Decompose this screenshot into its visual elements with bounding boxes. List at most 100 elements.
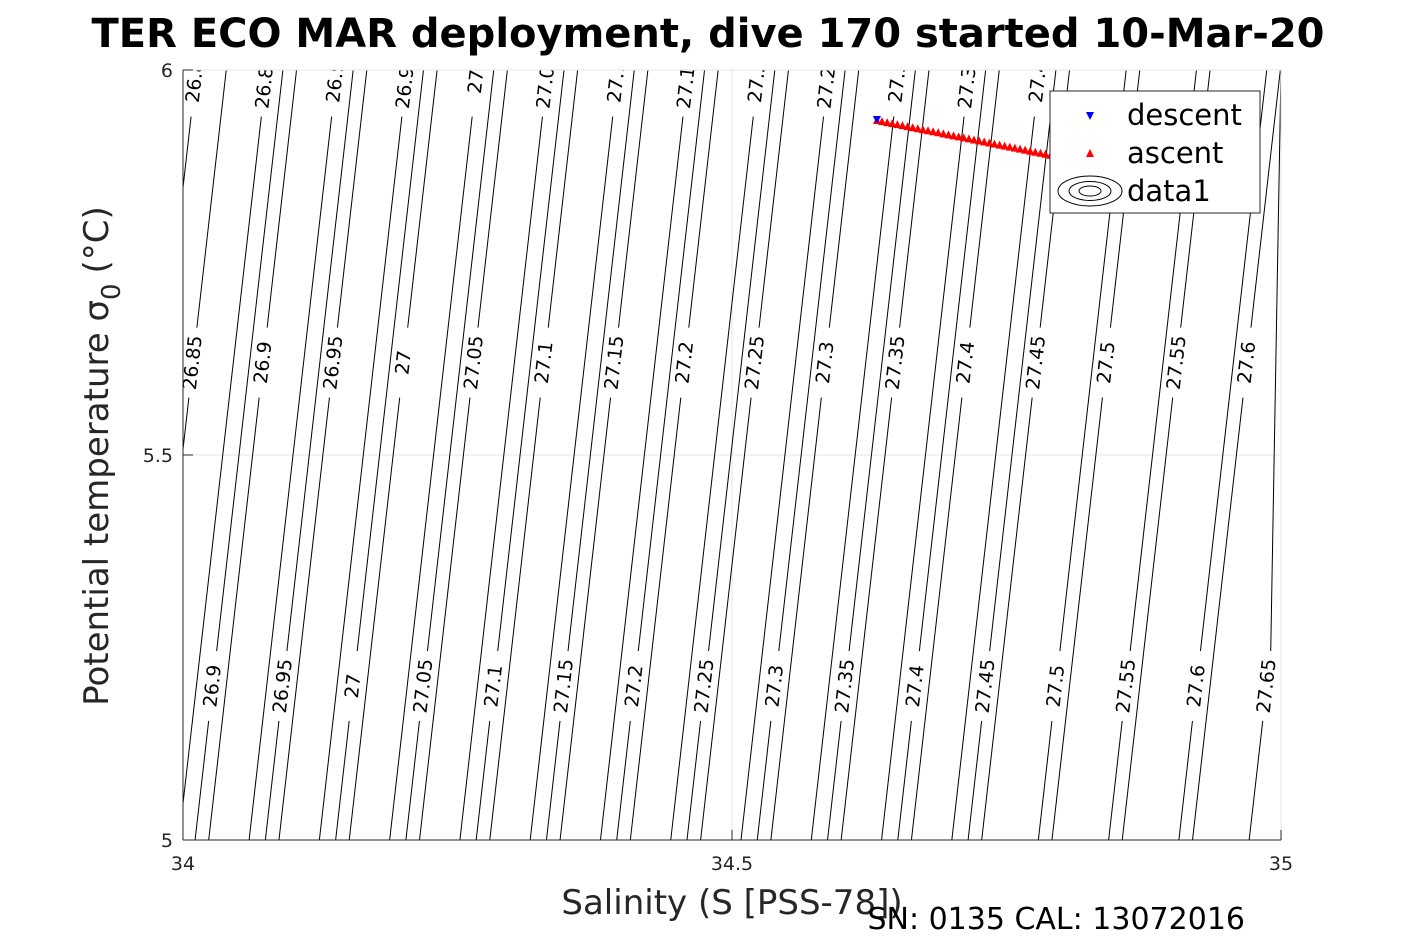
- descent-point-0: [872, 116, 881, 125]
- contour-line-42-lower: [1108, 720, 1123, 840]
- ascent-point-19: [970, 135, 979, 144]
- contour-line-34-lower: [545, 720, 561, 840]
- contour-line-31-lower: [335, 720, 350, 840]
- contour-line-33-upper: [497, 70, 565, 652]
- contour-line-11-lower: [881, 116, 965, 840]
- ascent-point-30: [1026, 146, 1035, 155]
- ascent-point-29: [1021, 145, 1030, 154]
- ascent-point-16: [954, 132, 963, 141]
- contour-line-22-lower: [770, 397, 822, 840]
- footer-calibration: SN: 0135 CAL: 13072016: [867, 902, 1245, 937]
- contour-label-18: 27.1: [531, 340, 558, 385]
- contour-line-40-lower: [967, 720, 983, 840]
- contour-line-23-upper: [899, 70, 930, 328]
- ascent-point-26: [1005, 142, 1014, 151]
- legend-descent-marker: [1086, 112, 1094, 120]
- ascent-point-23: [990, 139, 999, 148]
- y-tick-label-1: 5.5: [143, 445, 173, 467]
- contour-line-32-lower: [405, 720, 420, 840]
- contour-line-43-lower: [1178, 720, 1193, 840]
- contour-line-1-lower: [183, 116, 262, 808]
- ascent-point-14: [944, 130, 953, 139]
- contour-line-31-upper: [356, 70, 424, 652]
- contour-line-23-lower: [840, 397, 893, 840]
- contour-line-30-upper: [286, 70, 354, 652]
- ascent-point-32: [1036, 148, 1045, 157]
- contour-label-8: 27.2: [744, 59, 771, 104]
- y-axis-label-subscript: 0: [97, 283, 127, 300]
- ascent-point-22: [985, 138, 994, 147]
- contour-label-22: 27.3: [812, 340, 839, 385]
- x-axis-label: Salinity (S [PSS-78]): [561, 883, 902, 923]
- contour-label-41: 27.5: [1043, 664, 1070, 709]
- contour-line-40-upper: [989, 70, 1057, 652]
- ascent-point-24: [995, 140, 1004, 149]
- contour-line-13-upper: [196, 70, 227, 328]
- ascent-point-15: [949, 131, 958, 140]
- ascent-point-3: [888, 119, 897, 128]
- legend: descent ascent data1: [1049, 90, 1261, 214]
- ascent-point-7: [908, 123, 917, 132]
- contour-label-31: 27: [341, 673, 366, 700]
- contour-label-10: 27.3: [884, 59, 911, 104]
- contour-line-26-lower: [1051, 397, 1103, 840]
- contour-label-26: 27.5: [1093, 340, 1120, 385]
- legend-ascent-marker: [1086, 149, 1094, 157]
- ascent-point-8: [913, 124, 922, 133]
- ascent-point-25: [1000, 141, 1009, 150]
- ascent-point-33: [1041, 149, 1050, 158]
- contour-line-17-upper: [477, 70, 508, 328]
- contour-line-30-lower: [264, 720, 280, 840]
- contour-line-24-upper: [969, 70, 1000, 328]
- contour-label-14: 26.9: [250, 340, 277, 385]
- ascent-point-12: [934, 128, 943, 137]
- contour-line-15-upper: [336, 70, 368, 328]
- contour-line-29-upper: [216, 70, 284, 652]
- contour-label-12: 27.4: [1025, 59, 1052, 104]
- y-tick-label-2: 6: [161, 60, 173, 82]
- contour-line-34-upper: [567, 70, 635, 652]
- contour-label-2: 26.9: [322, 59, 349, 104]
- y-axis-label: Potential temperature σ0 (°C): [77, 206, 127, 706]
- contour-line-14-upper: [266, 70, 298, 328]
- chart-title: TER ECO MAR deployment, dive 170 started…: [91, 11, 1324, 57]
- ascent-point-27: [1010, 143, 1019, 152]
- contour-line-15-lower: [278, 397, 330, 840]
- contour-label-33: 27.1: [480, 664, 507, 709]
- contour-line-41-lower: [1037, 720, 1053, 840]
- axes: 34 34.5 35 5 5.5 6: [143, 60, 1293, 875]
- contour-line-17-lower: [419, 397, 471, 840]
- contour-line-37-lower: [756, 720, 772, 840]
- contour-line-32-upper: [426, 70, 495, 652]
- x-tick-label-0: 34: [171, 853, 195, 875]
- legend-data1-label: data1: [1127, 174, 1211, 208]
- legend-ascent-label: ascent: [1127, 136, 1223, 170]
- ascent-point-4: [893, 120, 902, 129]
- contour-line-18-upper: [547, 70, 579, 328]
- contour-label-4: 27: [464, 68, 489, 95]
- contour-line-3-lower: [318, 116, 403, 840]
- contour-line-14-lower: [208, 397, 260, 840]
- contour-line-39-lower: [897, 720, 912, 840]
- contour-line-16-upper: [407, 70, 438, 328]
- y-axis-label-unit: (°C): [77, 206, 117, 273]
- legend-contour-icon: [1057, 175, 1123, 207]
- ascent-point-6: [903, 122, 912, 131]
- contour-line-44-lower: [1248, 720, 1264, 840]
- contour-label-0: 26.8: [182, 59, 209, 104]
- ascent-point-28: [1015, 144, 1024, 153]
- contour-label-37: 27.3: [761, 664, 788, 709]
- contour-line-37-upper: [778, 70, 846, 652]
- ascent-point-5: [898, 121, 907, 130]
- contour-line-4-lower: [389, 116, 473, 840]
- contour-line-35-lower: [616, 720, 631, 840]
- contour-label-6: 27.1: [603, 59, 630, 104]
- y-tick-label-0: 5: [161, 830, 173, 852]
- contour-line-9-lower: [740, 116, 825, 840]
- contour-line-5-lower: [459, 116, 543, 840]
- y-axis-label-main: Potential temperature σ: [77, 300, 117, 706]
- contour-line-35-upper: [637, 70, 706, 652]
- ascent-point-21: [980, 137, 989, 146]
- contour-line-44-upper: [1270, 70, 1281, 652]
- contour-line-10-lower: [810, 116, 895, 840]
